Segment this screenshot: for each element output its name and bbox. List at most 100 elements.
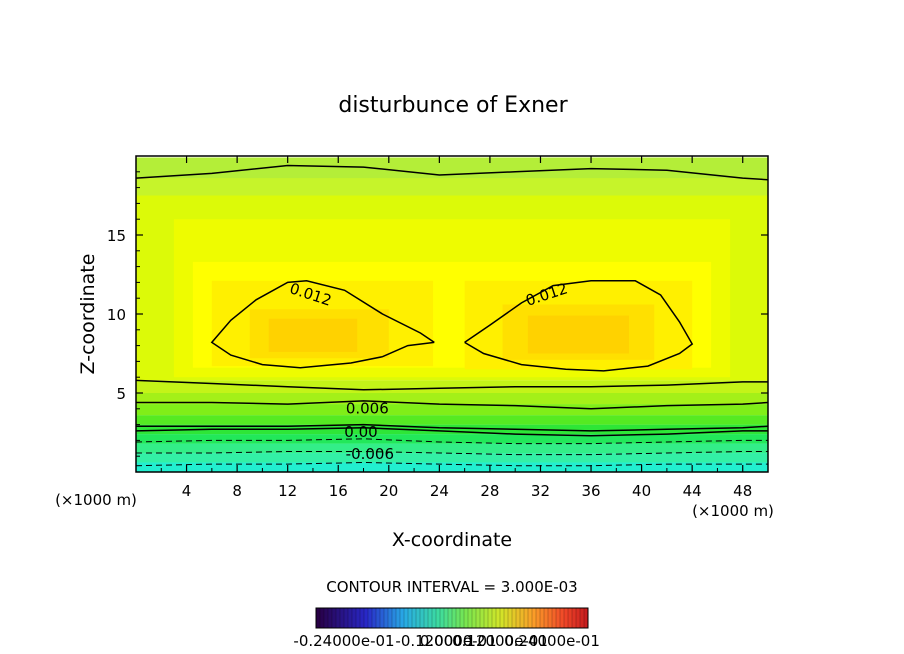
x-tick-label-9: 40: [632, 482, 651, 500]
colorbar-swatch-52: [524, 608, 528, 628]
colorbar-swatch-20: [396, 608, 400, 628]
colorbar-swatch-33: [448, 608, 452, 628]
colorbar-swatch-46: [500, 608, 504, 628]
x-tick-label-0: 4: [182, 482, 192, 500]
x-axis-ticks: 4 8 12 16 20 24 28 32 36 40 44 48: [160, 156, 752, 500]
x-tick-label-10: 44: [683, 482, 702, 500]
field-band-8: [136, 380, 768, 393]
colorbar-swatch-31: [440, 608, 444, 628]
chart-title: disturbunce of Exner: [338, 93, 568, 118]
contour-line-4: [136, 427, 768, 437]
colorbar-swatch-65: [576, 608, 580, 628]
y-axis-ticks: 5 10 15: [107, 171, 768, 457]
colorbar-swatch-3: [328, 608, 332, 628]
field-band-18: [268, 318, 358, 352]
y-axis-label: Z-coordinate: [77, 254, 99, 375]
colorbar-swatch-61: [560, 608, 564, 628]
field-band-5: [136, 415, 768, 425]
colorbar-swatch-53: [528, 608, 532, 628]
colorbar-swatch-1: [320, 608, 324, 628]
colorbar-swatch-37: [464, 608, 468, 628]
colorbar-frame: [315, 607, 589, 629]
y-tick-label-0: 5: [116, 385, 126, 403]
colorbar-swatch-50: [516, 608, 520, 628]
colorbar-swatch-49: [512, 608, 516, 628]
colorbar-swatch-56: [540, 608, 544, 628]
contour-interval-label: CONTOUR INTERVAL = 3.000E-03: [326, 578, 577, 596]
colorbar-swatch-6: [340, 608, 344, 628]
field-band-3: [136, 434, 768, 444]
contour-line-0: [136, 164, 768, 181]
colorbar-swatch-54: [532, 608, 536, 628]
colorbar-overlap-label-2: 0.0000: [420, 632, 473, 650]
contour-line-1: [136, 379, 768, 391]
x-tick-label-1: 8: [232, 482, 242, 500]
colorbar-swatch-4: [332, 608, 336, 628]
colorbar-swatch-21: [400, 608, 404, 628]
colorbar-swatch-22: [404, 608, 408, 628]
colorbar-max-label: 0.24000e-01: [504, 632, 600, 650]
colorbar-swatch-28: [428, 608, 432, 628]
colorbar-swatch-40: [476, 608, 480, 628]
colorbar-swatch-59: [552, 608, 556, 628]
colorbar-swatch-66: [580, 608, 584, 628]
colorbar-swatch-38: [468, 608, 472, 628]
colorbar-swatch-7: [344, 608, 348, 628]
colorbar-swatch-30: [436, 608, 440, 628]
colorbar-swatch-13: [368, 608, 372, 628]
x-unit-right: (×1000 m): [692, 502, 774, 520]
colorbar-swatch-45: [496, 608, 500, 628]
colorbar-swatch-23: [408, 608, 412, 628]
field-band-6: [136, 404, 768, 416]
colorbar-swatch-62: [564, 608, 568, 628]
colorbar-swatch-19: [392, 608, 396, 628]
contour-line-2: [136, 400, 768, 410]
colorbar-swatch-44: [492, 608, 496, 628]
colorbar-swatch-64: [572, 608, 576, 628]
colorbar-swatch-43: [488, 608, 492, 628]
colorbar: [315, 608, 588, 628]
colorbar-swatch-67: [584, 608, 588, 628]
field-band-7: [136, 393, 768, 405]
x-tick-label-11: 48: [733, 482, 752, 500]
contour-label-2: 0.006: [346, 399, 389, 417]
x-tick-label-3: 16: [329, 482, 348, 500]
colorbar-swatch-57: [544, 608, 548, 628]
colorbar-swatch-42: [484, 608, 488, 628]
colorbar-swatch-12: [364, 608, 368, 628]
colorbar-swatch-41: [480, 608, 484, 628]
colorbar-swatch-11: [360, 608, 364, 628]
field-band-11: [136, 157, 768, 179]
colorbar-swatch-15: [376, 608, 380, 628]
shaded-field: [136, 157, 768, 472]
colorbar-swatch-26: [420, 608, 424, 628]
contour-line-9: [464, 280, 694, 372]
colorbar-swatch-63: [568, 608, 572, 628]
field-band-4: [136, 424, 768, 435]
colorbar-swatch-2: [324, 608, 328, 628]
colorbar-swatch-5: [336, 608, 340, 628]
x-tick-label-8: 36: [581, 482, 600, 500]
contour-line-7: [136, 461, 768, 467]
y-tick-label-1: 10: [107, 306, 126, 324]
x-tick-label-2: 12: [278, 482, 297, 500]
x-tick-label-4: 20: [379, 482, 398, 500]
colorbar-swatch-9: [352, 608, 356, 628]
contour-line-5: [136, 438, 768, 445]
contour-lines: [136, 164, 768, 467]
colorbar-swatch-17: [384, 608, 388, 628]
contour-label-4: -0.006: [346, 445, 394, 463]
colorbar-swatch-47: [504, 608, 508, 628]
x-unit-left: (×1000 m): [55, 491, 137, 509]
colorbar-swatch-60: [556, 608, 560, 628]
colorbar-swatch-10: [356, 608, 360, 628]
colorbar-swatch-35: [456, 608, 460, 628]
y-tick-label-2: 15: [107, 227, 126, 245]
x-tick-label-7: 32: [531, 482, 550, 500]
contour-label-3: 0.00: [344, 423, 377, 441]
colorbar-swatch-55: [536, 608, 540, 628]
x-tick-label-5: 24: [430, 482, 449, 500]
field-band-19: [527, 315, 629, 354]
colorbar-overlap-label-1: -0.12000e-01: [395, 632, 496, 650]
